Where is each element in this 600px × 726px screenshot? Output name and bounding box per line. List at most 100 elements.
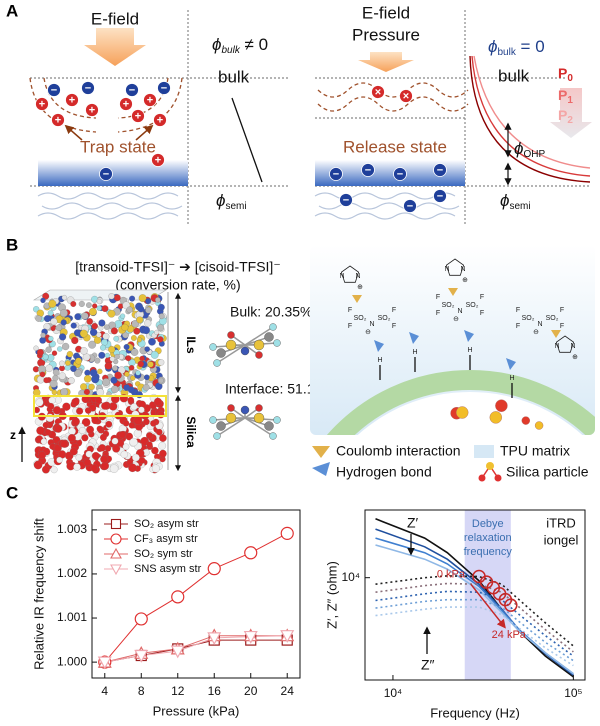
atom (96, 305, 102, 311)
atom (111, 437, 119, 445)
chem-label: ⊕ (572, 354, 578, 361)
chem-label: ⊕ (462, 277, 468, 284)
chem-label: F (516, 307, 520, 314)
transoid-molecule (209, 323, 281, 367)
ion (47, 83, 61, 97)
atom (96, 388, 105, 397)
series-line (375, 518, 574, 678)
legend-b: Coulomb interaction TPU matrix Hydrogen … (312, 443, 589, 482)
z-real-label: Z′ (407, 515, 419, 531)
relaxation-peak (504, 598, 518, 612)
atom (158, 313, 165, 320)
atom (59, 360, 65, 367)
atom (78, 427, 86, 434)
chem-label: ⊕ (357, 284, 363, 291)
ion-sign: + (123, 98, 129, 110)
atom (60, 388, 69, 396)
atom (42, 354, 49, 360)
legend-marker (110, 564, 122, 576)
phi-sub: OHP (523, 149, 545, 160)
atom (107, 309, 116, 318)
chem-label: F (480, 310, 484, 317)
atom (129, 437, 138, 447)
chem-label: N (570, 343, 575, 350)
ion (399, 89, 413, 103)
atom (47, 402, 55, 410)
ion-sign: − (129, 84, 135, 96)
y-tick-label: 10⁴ (341, 570, 360, 584)
atom (82, 353, 91, 361)
x-tick-label: 16 (208, 684, 222, 698)
atom (145, 306, 152, 314)
ion-sign: − (407, 200, 413, 212)
atom (136, 337, 142, 343)
atom (112, 365, 118, 371)
atom (122, 443, 130, 451)
atom (42, 421, 50, 429)
ion-sign: − (437, 190, 443, 202)
atom (136, 316, 144, 324)
atom (130, 375, 136, 381)
z-imag-curve (375, 582, 574, 653)
chart-title: iongel (544, 532, 579, 547)
atom (216, 348, 226, 358)
p-sub: 1 (567, 95, 573, 106)
atom (85, 450, 93, 458)
atom (71, 417, 80, 426)
atom (151, 446, 159, 455)
x-tick-label: 24 (281, 684, 295, 698)
atom (100, 344, 106, 351)
atom (89, 369, 98, 377)
region-label: Silica (184, 416, 198, 448)
atom (67, 377, 75, 384)
bond (244, 326, 274, 346)
atom (148, 338, 156, 346)
atom (101, 402, 109, 410)
state-label: Trap state (80, 137, 156, 156)
ion-sign: − (103, 168, 109, 180)
ion (433, 163, 447, 177)
atom (35, 398, 44, 407)
atom (101, 339, 108, 346)
legend-marker (110, 533, 122, 545)
atom (83, 388, 90, 395)
atom (117, 303, 124, 309)
ion-sign: − (161, 82, 167, 94)
pressure-arrow (470, 583, 506, 629)
band-label: relaxation (464, 532, 512, 544)
atom (150, 420, 157, 427)
atom (58, 372, 66, 380)
legend-label: Coulomb interaction (336, 443, 461, 459)
atom (39, 371, 46, 378)
z-imag-curve (375, 598, 574, 662)
atom (138, 456, 146, 464)
atom (113, 359, 119, 365)
atom (240, 405, 250, 415)
ion-sign: − (333, 168, 339, 180)
atom (130, 403, 138, 411)
panel-a: A E-field Trap state − −+ +++− −+ ++++− ϕbul… (6, 1, 592, 225)
start-label: 0 kPa (437, 568, 466, 580)
ion (157, 81, 171, 95)
axes-frame (364, 509, 586, 681)
ion-sign: − (85, 82, 91, 94)
y-tick-label: 1.002 (57, 566, 87, 580)
atom (48, 335, 54, 342)
atom (100, 461, 110, 470)
atom (225, 412, 237, 424)
ion (433, 189, 447, 203)
phi-ohp: ϕOHP (514, 139, 545, 159)
point (134, 612, 148, 626)
atom (143, 418, 150, 426)
phi-tail: ≠ 0 (240, 35, 268, 54)
imidazolium (340, 265, 360, 283)
plot-area (375, 510, 574, 680)
atom (36, 426, 45, 435)
chem-label: F (392, 323, 396, 330)
chem-label: SO₂ (378, 315, 391, 322)
atom (40, 438, 48, 445)
atom (146, 432, 154, 440)
ion-sign: + (155, 154, 161, 166)
atom (150, 351, 159, 359)
atom (95, 396, 102, 404)
